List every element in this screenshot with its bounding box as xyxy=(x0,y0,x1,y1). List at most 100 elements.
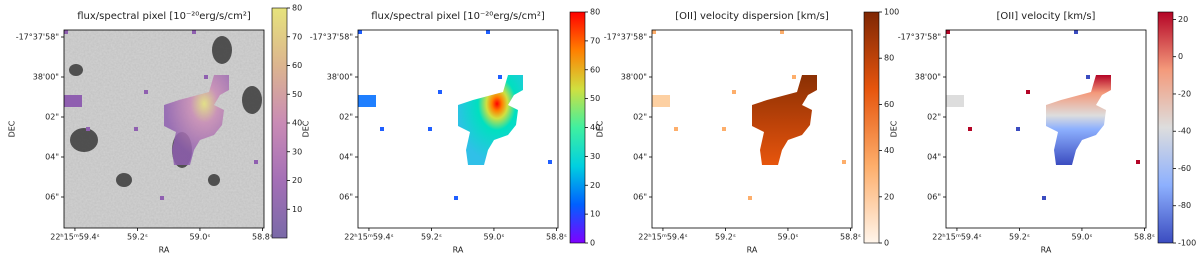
x-tick-label: 22ʰ15ᵐ59.4ˢ xyxy=(344,233,393,242)
y-axis-label: DEC xyxy=(890,120,899,137)
axes-frame xyxy=(357,29,559,229)
colorbar-tick-label: 20 xyxy=(884,192,894,201)
source-pixel xyxy=(652,30,656,34)
source-pixel xyxy=(454,196,458,200)
source-pixel xyxy=(486,30,490,34)
source-pixel xyxy=(1016,127,1020,131)
y-tick-label: 38'00" xyxy=(33,73,59,82)
colorbar-tick-label: 30 xyxy=(292,147,302,156)
colorbar-tick-label: 10 xyxy=(292,205,302,214)
galaxy xyxy=(70,128,98,152)
x-tick-label: 22ʰ15ᵐ59.4ˢ xyxy=(50,233,99,242)
colorbar-tick-label: 40 xyxy=(590,123,600,132)
source-pixel xyxy=(780,30,784,34)
x-tick-label: 59.0ˢ xyxy=(484,233,505,242)
colorbar-tick-label: 20 xyxy=(590,181,600,190)
colorbar-tick-label: 10 xyxy=(590,210,600,219)
colorbar-tick-label: 60 xyxy=(884,100,894,109)
x-tick-label: 58.8ˢ xyxy=(1134,233,1155,242)
x-axis-label: RA xyxy=(747,246,758,255)
source-pixel xyxy=(254,160,258,164)
colorbar-tick-label: -60 xyxy=(1178,164,1191,173)
source-pixel xyxy=(144,90,148,94)
source-pixel xyxy=(548,160,552,164)
source-pixel xyxy=(1086,75,1090,79)
y-tick-label: 02" xyxy=(927,113,941,122)
x-tick-label: 58.8ˢ xyxy=(252,233,273,242)
image-area xyxy=(946,30,1140,200)
y-tick-label: 38'00" xyxy=(621,73,647,82)
image-area xyxy=(64,30,264,228)
colorbar-tick-label: 80 xyxy=(292,4,302,13)
galaxy xyxy=(116,173,132,187)
source-map xyxy=(164,75,229,165)
axes-frame xyxy=(651,29,853,229)
source-pixel xyxy=(722,127,726,131)
source-pixel xyxy=(192,30,196,34)
y-tick-label: 04" xyxy=(339,153,353,162)
colorbar-tick-label: 60 xyxy=(292,61,302,70)
colorbar-tick-label: 0 xyxy=(1178,52,1183,61)
colorbar xyxy=(569,11,586,244)
colorbar-tick-label: 70 xyxy=(292,32,302,41)
x-axis-label: RA xyxy=(1041,246,1052,255)
source-pixel xyxy=(792,75,796,79)
source-map xyxy=(358,95,376,107)
galaxy xyxy=(242,86,262,114)
y-axis-label: DEC xyxy=(302,120,311,137)
colorbar-tick-label: 80 xyxy=(590,8,600,17)
colorbar-tick-label: 0 xyxy=(884,239,889,248)
x-axis-label: RA xyxy=(453,246,464,255)
colorbar-tick-label: 30 xyxy=(590,152,600,161)
panel-title: [OII] velocity [km/s] xyxy=(997,11,1096,22)
colorbar-tick-label: 70 xyxy=(590,36,600,45)
galaxy xyxy=(208,174,220,186)
y-tick-label: 06" xyxy=(633,193,647,202)
colorbar-tick-label: 40 xyxy=(884,146,894,155)
y-tick-label: 06" xyxy=(927,193,941,202)
x-tick-label: 59.0ˢ xyxy=(778,233,799,242)
image-area xyxy=(358,30,552,200)
y-tick-label: 04" xyxy=(45,153,59,162)
source-map xyxy=(64,95,82,107)
colorbar-tick-label: 80 xyxy=(884,54,894,63)
x-tick-label: 59.2ˢ xyxy=(421,233,442,242)
source-pixel xyxy=(86,127,90,131)
x-tick-label: 58.8ˢ xyxy=(546,233,567,242)
source-map xyxy=(946,95,964,107)
colorbar-tick-label: 20 xyxy=(1178,15,1188,24)
y-tick-label: -17°37'58" xyxy=(16,33,59,42)
colorbar-tick-label: 100 xyxy=(884,8,899,17)
panel-title: flux/spectral pixel [10⁻²⁰erg/s/cm²] xyxy=(77,11,251,22)
colorbar-tick-label: 40 xyxy=(292,119,302,128)
y-tick-label: 02" xyxy=(633,113,647,122)
x-tick-label: 59.2ˢ xyxy=(127,233,148,242)
y-axis-label: DEC xyxy=(596,120,605,137)
x-axis-label: RA xyxy=(159,246,170,255)
source-pixel xyxy=(498,75,502,79)
x-tick-label: 59.0ˢ xyxy=(1072,233,1093,242)
source-pixel xyxy=(946,30,950,34)
x-tick-label: 22ʰ15ᵐ59.4ˢ xyxy=(932,233,981,242)
source-pixel xyxy=(732,90,736,94)
panel-title: flux/spectral pixel [10⁻²⁰erg/s/cm²] xyxy=(371,11,545,22)
x-tick-label: 59.0ˢ xyxy=(190,233,211,242)
axes-frame xyxy=(945,29,1147,229)
colorbar xyxy=(863,11,880,244)
colorbar-tick-label: 0 xyxy=(590,239,595,248)
background-noise xyxy=(64,30,264,228)
colorbar-tick-label: -40 xyxy=(1178,127,1191,136)
y-tick-label: 02" xyxy=(339,113,353,122)
colorbar xyxy=(1157,11,1174,244)
source-pixel xyxy=(428,127,432,131)
panel-title: [OII] velocity dispersion [km/s] xyxy=(675,11,829,22)
y-tick-label: 04" xyxy=(927,153,941,162)
y-tick-label: 06" xyxy=(45,193,59,202)
source-pixel xyxy=(1074,30,1078,34)
colorbar xyxy=(271,7,288,239)
source-pixel xyxy=(438,90,442,94)
y-tick-label: -17°37'58" xyxy=(604,33,647,42)
source-pixel xyxy=(160,196,164,200)
colorbar-tick-label: -80 xyxy=(1178,201,1191,210)
